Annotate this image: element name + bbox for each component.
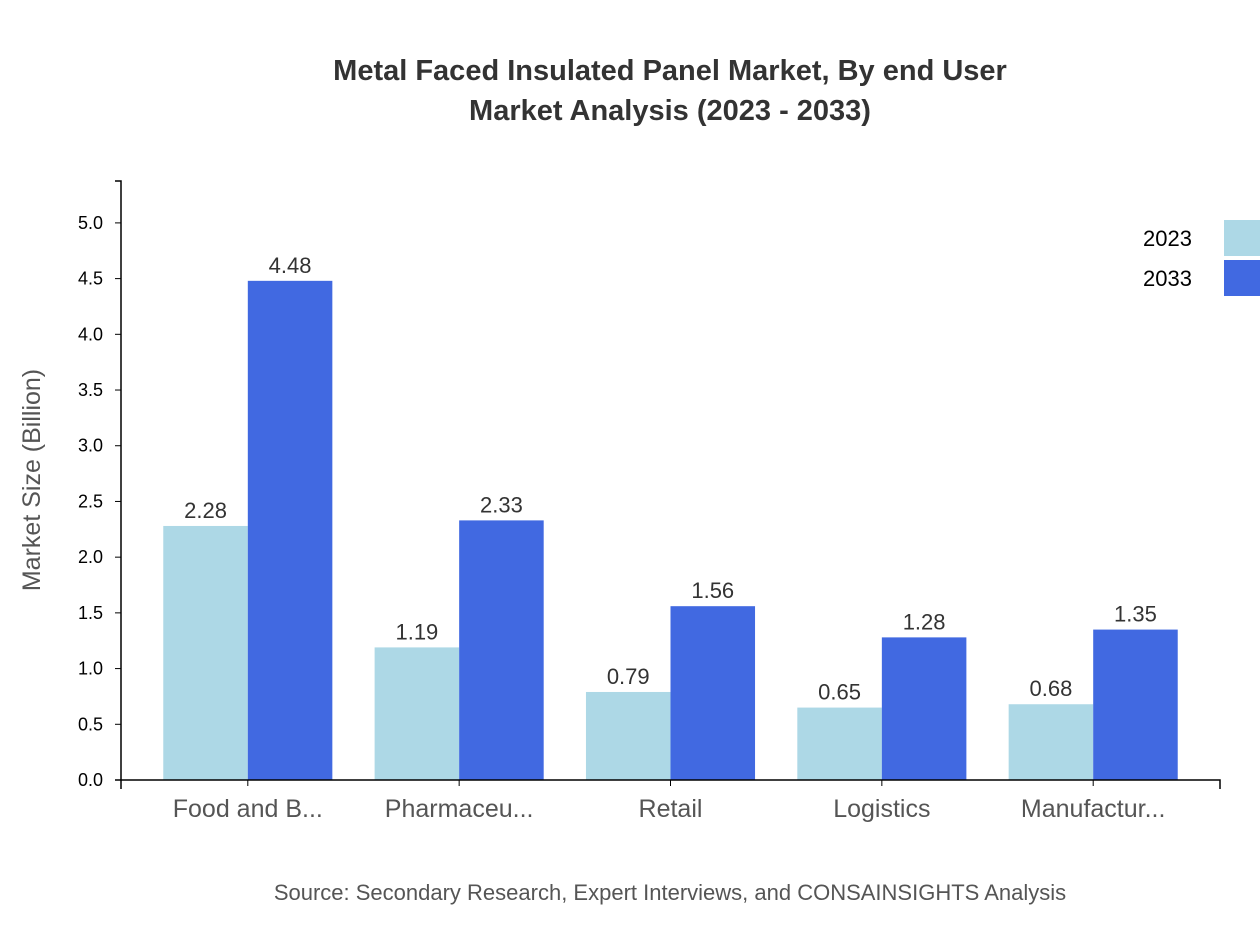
data-label: 1.19 <box>395 619 438 644</box>
data-label: 4.48 <box>269 253 312 278</box>
x-tick-label: Pharmaceu... <box>385 795 534 823</box>
x-tick-label: Logistics <box>833 795 930 823</box>
y-tick-label: 0.0 <box>78 770 103 790</box>
bar-2023 <box>585 691 671 780</box>
y-tick-label: 1.0 <box>78 659 103 679</box>
y-axis-label: Market Size (Billion) <box>18 369 46 591</box>
y-tick-label: 0.5 <box>78 714 103 734</box>
y-axis-line <box>115 180 122 781</box>
bar-2033 <box>670 606 756 780</box>
data-label: 0.65 <box>818 680 861 705</box>
bar-2033 <box>881 637 967 780</box>
y-tick-label: 2.5 <box>78 491 103 511</box>
data-label: 0.79 <box>607 664 650 689</box>
legend-swatch-2023 <box>1224 220 1260 256</box>
bar-2033 <box>247 280 333 780</box>
data-label: 1.28 <box>903 609 946 634</box>
y-tick-label: 4.5 <box>78 269 103 289</box>
y-tick-label: 1.5 <box>78 603 103 623</box>
legend-swatch-2033 <box>1224 260 1260 296</box>
source-note: Source: Secondary Research, Expert Inter… <box>274 880 1066 905</box>
x-axis-line <box>120 779 1221 789</box>
bar-2023 <box>374 647 460 780</box>
x-tick-label: Retail <box>639 795 703 823</box>
legend-label: 2023 <box>1143 226 1192 251</box>
bar-2023 <box>797 707 882 780</box>
y-tick-label: 3.0 <box>78 436 103 456</box>
y-tick-label: 4.0 <box>78 324 103 344</box>
data-label: 1.56 <box>691 578 734 603</box>
chart-subtitle: Market Analysis (2023 - 2033) <box>469 95 871 127</box>
y-tick-label: 3.5 <box>78 380 103 400</box>
bar-2023 <box>1008 704 1094 780</box>
data-label: 2.28 <box>184 498 227 523</box>
data-label: 0.68 <box>1030 676 1073 701</box>
data-label: 2.33 <box>480 492 523 517</box>
bar-2023 <box>163 525 248 780</box>
bar-2033 <box>459 520 544 780</box>
bar-2033 <box>1093 629 1178 780</box>
data-label: 1.35 <box>1114 602 1157 627</box>
x-tick-label: Manufactur... <box>1021 795 1166 823</box>
legend-label: 2033 <box>1143 266 1192 291</box>
y-tick-label: 2.0 <box>78 547 103 567</box>
x-tick-label: Food and B... <box>173 795 323 823</box>
y-tick-label: 5.0 <box>78 213 103 233</box>
chart-title: Metal Faced Insulated Panel Market, By e… <box>333 55 1007 87</box>
